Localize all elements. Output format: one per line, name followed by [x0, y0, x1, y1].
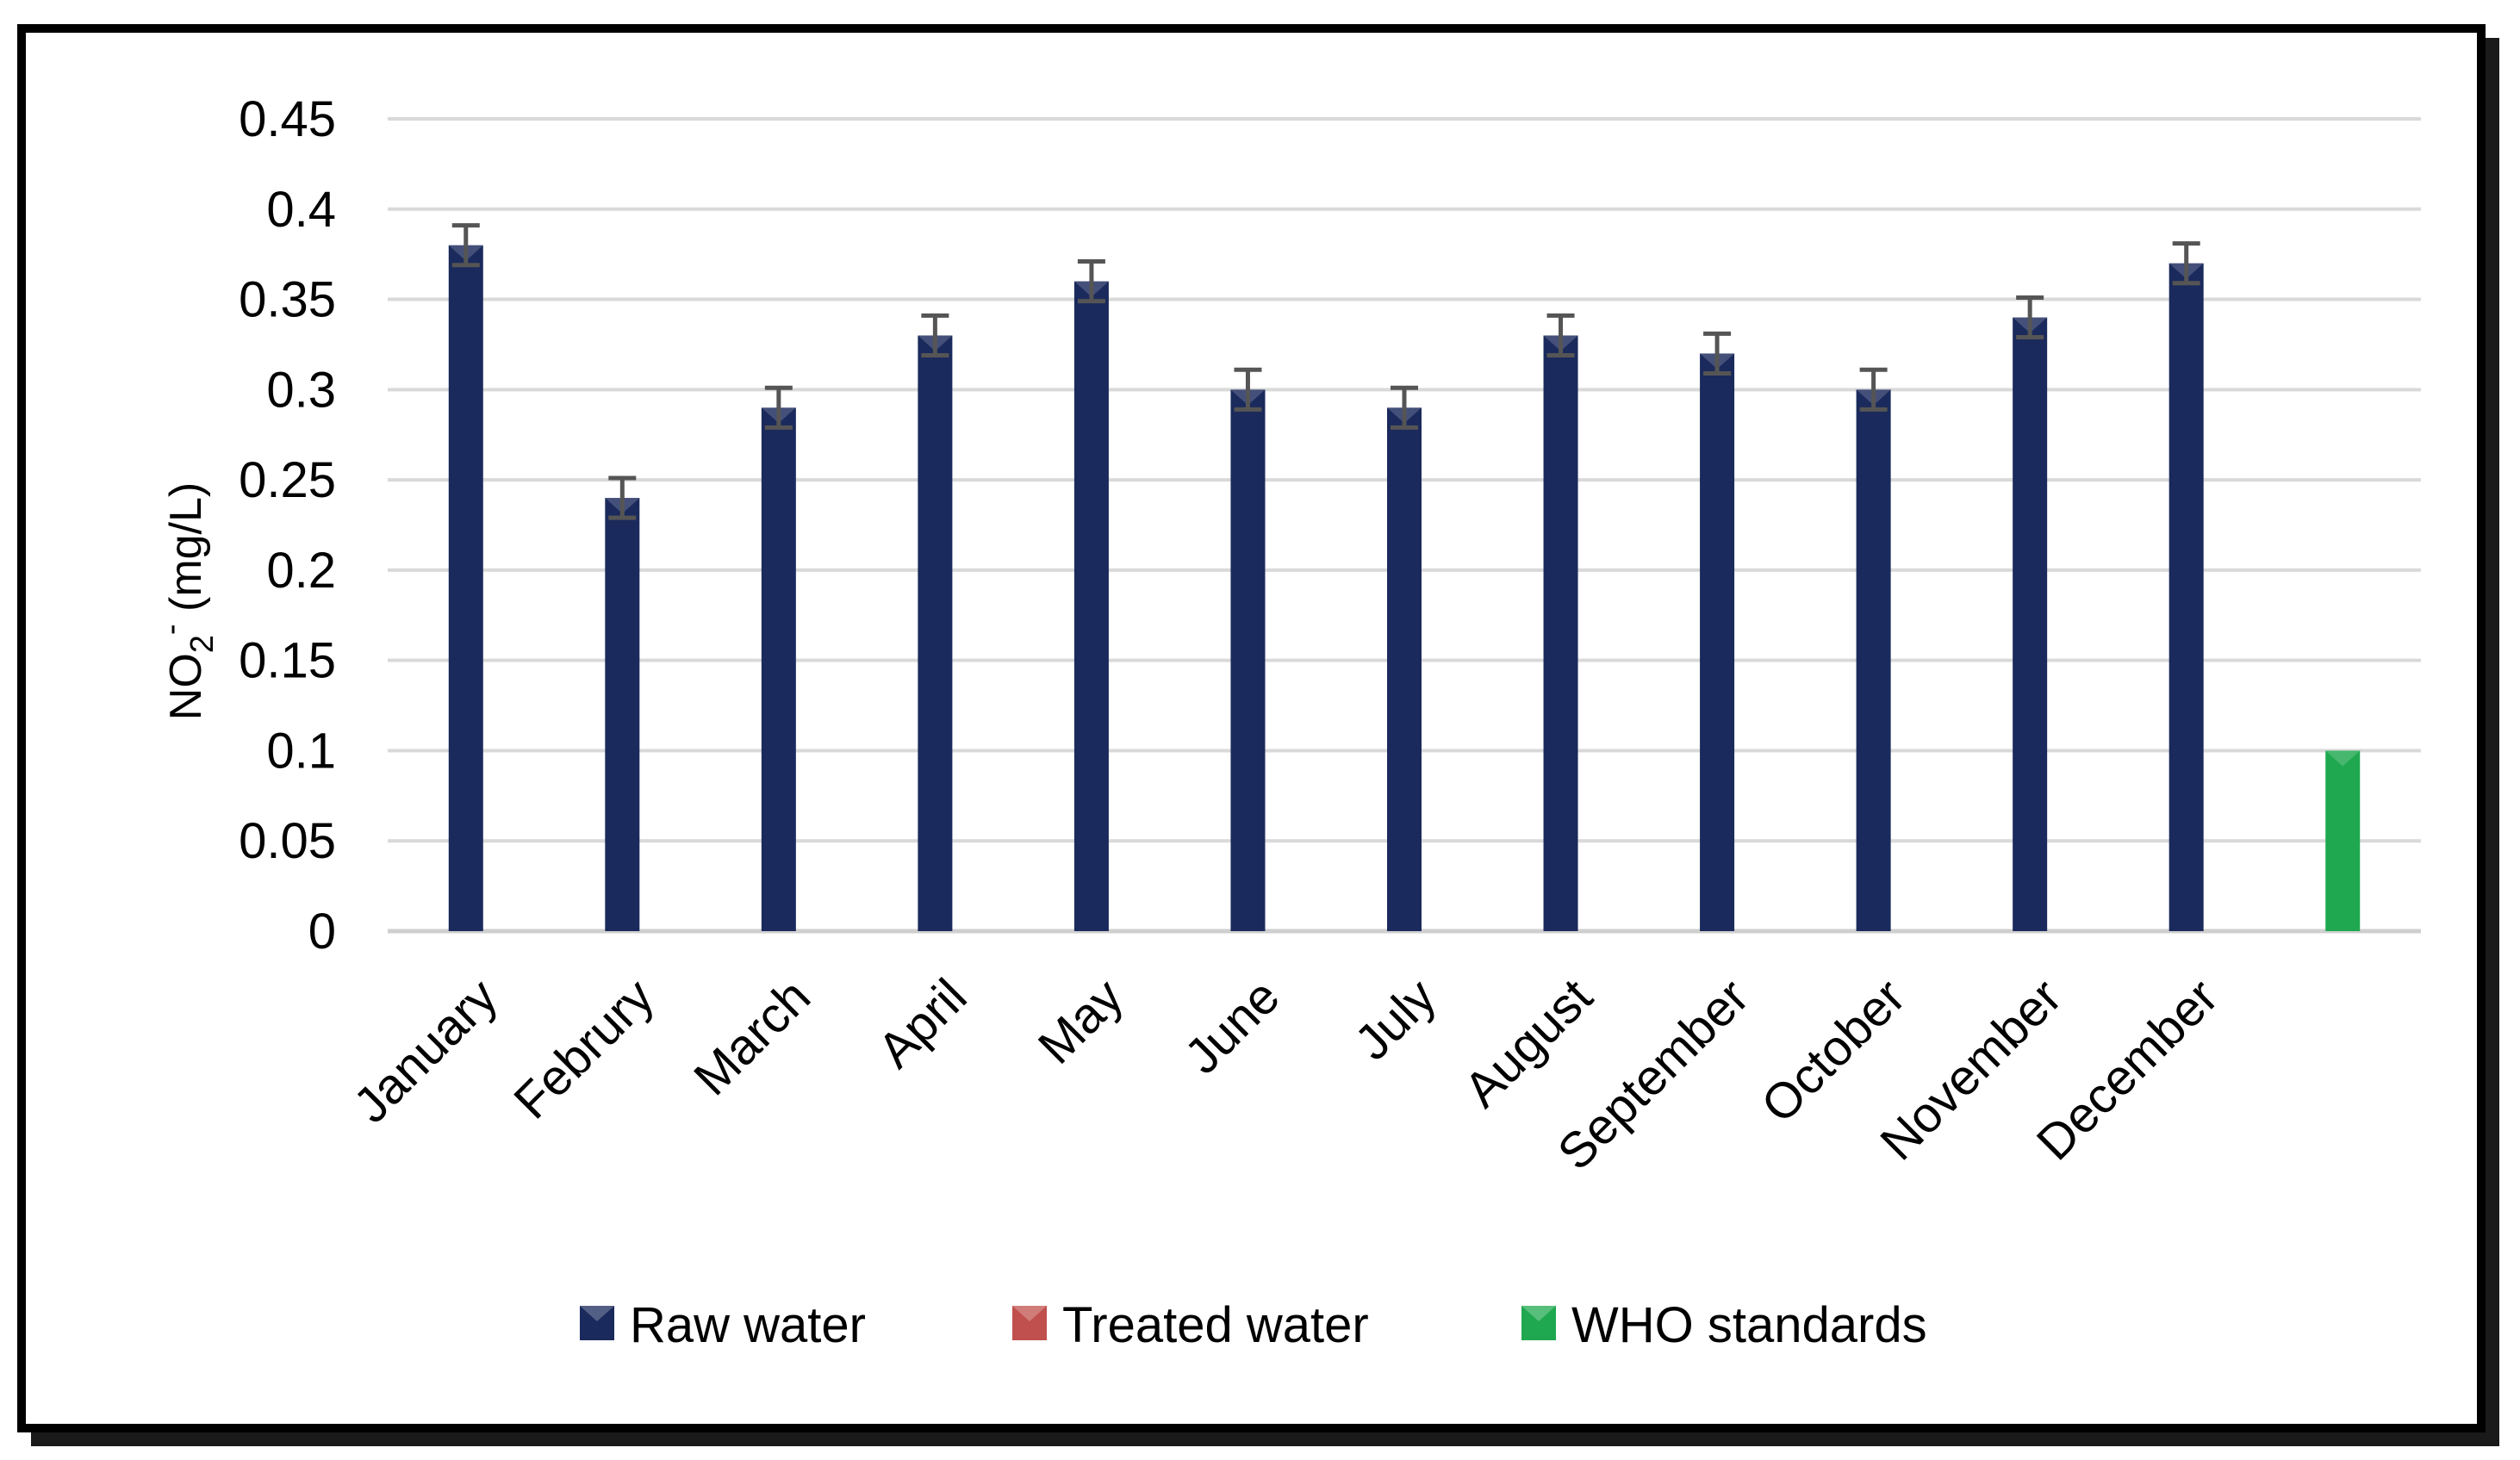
bar-raw-water — [1543, 335, 1578, 931]
bars — [448, 245, 2361, 932]
bar-raw-water — [448, 245, 483, 931]
y-tick-label: 0.25 — [239, 452, 336, 508]
error-bar — [1703, 331, 1732, 376]
legend-swatch-bevel — [1012, 1306, 1047, 1321]
error-bar — [451, 223, 480, 268]
y-axis-ticks: 0 0.05 0.1 0.15 0.2 0.25 0.3 0.35 0.4 0.45 — [239, 91, 336, 960]
error-bar — [1077, 259, 1105, 304]
y-tick-label: 0.15 — [239, 633, 336, 689]
legend-item-who-standards: WHO standards — [1521, 1297, 1927, 1353]
legend-item-treated-water: Treated water — [1012, 1297, 1369, 1353]
error-bars — [451, 223, 2200, 520]
y-tick-label: 0.4 — [266, 182, 336, 238]
y-tick-label: 0.05 — [239, 813, 336, 869]
bar-raw-water — [2168, 263, 2204, 932]
bar-bevel — [2325, 750, 2361, 767]
chart-frame: 0 0.05 0.1 0.15 0.2 0.25 0.3 0.35 0.4 0.45 Januar… — [17, 24, 2486, 1432]
x-tick-label: Februry — [503, 968, 664, 1129]
bar-raw-water — [1387, 407, 1422, 931]
bar-raw-water — [2013, 317, 2048, 931]
error-bar — [1546, 313, 1575, 358]
error-bar — [1234, 367, 1262, 412]
x-tick-label: June — [1174, 968, 1291, 1084]
error-bar — [2172, 241, 2200, 286]
error-bar — [764, 385, 793, 430]
x-tick-label: January — [343, 968, 508, 1134]
x-tick-label: May — [1028, 968, 1134, 1074]
x-tick-label: August — [1453, 968, 1603, 1118]
bar-raw-water — [1700, 353, 1735, 931]
legend-label: Raw water — [630, 1297, 866, 1353]
error-bar — [921, 313, 949, 358]
y-tick-label: 0.3 — [266, 362, 336, 418]
error-bar — [1391, 385, 1418, 430]
y-tick-label: 0.2 — [266, 543, 336, 599]
y-tick-label: 0 — [308, 904, 336, 960]
bar-raw-water — [1856, 389, 1891, 931]
legend-label: WHO standards — [1571, 1297, 1927, 1353]
y-axis-label: NO2- (mg/L) — [153, 482, 221, 720]
legend: Raw water Treated water WHO standards — [580, 1297, 1927, 1353]
legend-swatch-bevel — [1521, 1306, 1556, 1321]
legend-item-raw-water: Raw water — [580, 1297, 866, 1353]
bar-chart: 0 0.05 0.1 0.15 0.2 0.25 0.3 0.35 0.4 0.45 Januar… — [153, 91, 2421, 1353]
bar-raw-water — [918, 335, 953, 931]
error-bar — [2016, 295, 2044, 340]
bar-raw-water — [761, 407, 796, 931]
legend-swatch — [580, 1306, 614, 1340]
x-tick-label: April — [868, 968, 978, 1078]
legend-swatch — [1521, 1306, 1556, 1340]
legend-swatch-bevel — [580, 1306, 614, 1321]
x-tick-label: March — [683, 968, 821, 1106]
y-tick-label: 0.1 — [266, 723, 336, 779]
bar-raw-water — [1230, 389, 1266, 931]
error-bar — [608, 475, 637, 520]
x-tick-label: July — [1344, 968, 1447, 1071]
legend-label: Treated water — [1062, 1297, 1369, 1353]
y-tick-label: 0.45 — [239, 91, 336, 147]
y-tick-label: 0.35 — [239, 272, 336, 328]
error-bar — [1859, 367, 1888, 412]
bar-raw-water — [605, 498, 640, 931]
legend-swatch — [1012, 1306, 1047, 1340]
bar-raw-water — [1073, 281, 1109, 932]
bar-who-standards — [2325, 750, 2361, 931]
